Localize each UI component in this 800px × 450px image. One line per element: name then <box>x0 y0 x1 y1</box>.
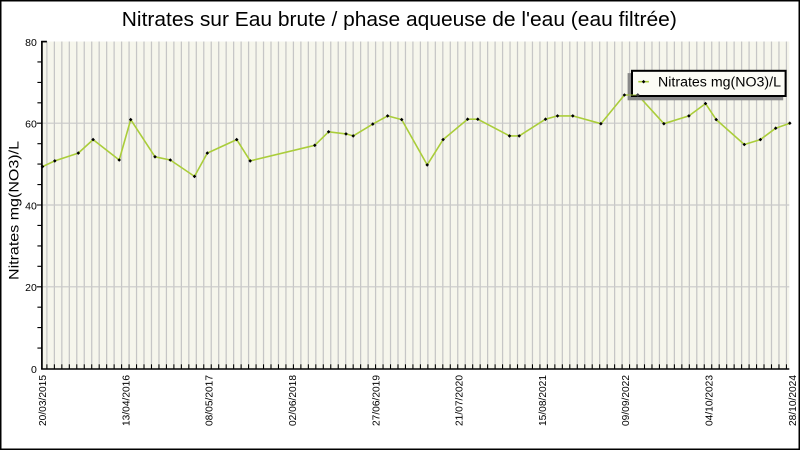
svg-text:80: 80 <box>25 37 37 49</box>
svg-text:08/05/2017: 08/05/2017 <box>204 375 216 426</box>
svg-text:02/06/2018: 02/06/2018 <box>287 375 299 426</box>
svg-text:15/08/2021: 15/08/2021 <box>537 375 549 426</box>
svg-text:0: 0 <box>31 364 37 376</box>
svg-text:20/03/2015: 20/03/2015 <box>37 375 49 426</box>
svg-text:04/10/2023: 04/10/2023 <box>704 375 716 426</box>
svg-text:21/07/2020: 21/07/2020 <box>454 375 466 426</box>
svg-text:27/06/2019: 27/06/2019 <box>370 375 382 426</box>
svg-text:20: 20 <box>25 282 37 294</box>
svg-text:40: 40 <box>25 200 37 212</box>
svg-text:28/10/2024: 28/10/2024 <box>787 375 799 426</box>
svg-text:Nitrates mg(NO3)/L: Nitrates mg(NO3)/L <box>6 141 22 280</box>
svg-text:13/04/2016: 13/04/2016 <box>120 375 132 426</box>
svg-text:Nitrates sur Eau brute / phase: Nitrates sur Eau brute / phase aqueuse d… <box>122 9 677 31</box>
svg-text:09/09/2022: 09/09/2022 <box>620 375 632 426</box>
svg-text:60: 60 <box>25 119 37 131</box>
svg-text:Nitrates mg(NO3)/L: Nitrates mg(NO3)/L <box>658 75 782 90</box>
